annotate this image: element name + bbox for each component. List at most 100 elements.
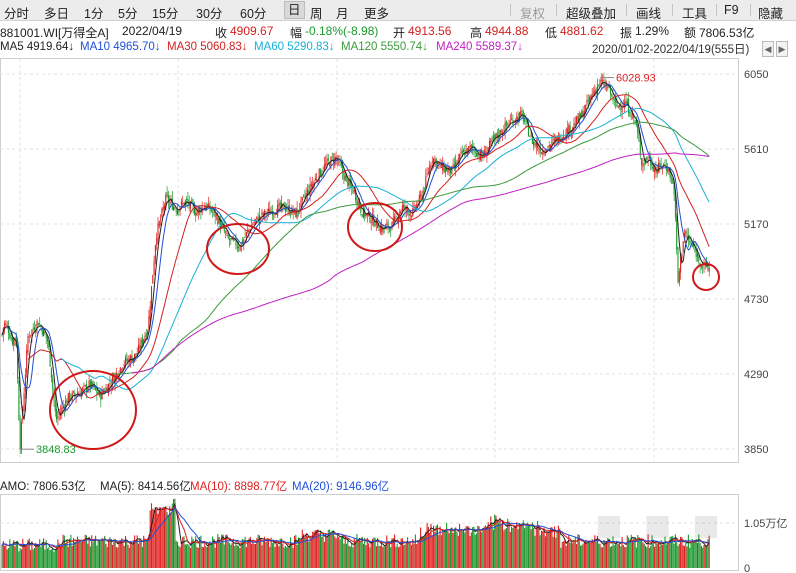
scroll-right-button[interactable]: ▶ [776, 41, 788, 57]
ma5-line [1, 81, 710, 421]
volume-bar [62, 534, 64, 568]
volume-bar [475, 533, 478, 568]
volume-bar [394, 534, 396, 568]
toolbar-right-0[interactable]: 复权 [520, 7, 546, 21]
price-chart[interactable]: 3850 4290 4730 5170 5610 6050 6028.93 3848.83 [0, 58, 796, 464]
candle-body [673, 181, 675, 195]
period-tab-2[interactable]: 1分 [84, 7, 104, 21]
volume-bar [332, 531, 335, 568]
candle-body [329, 162, 331, 167]
volume-bar [412, 539, 414, 568]
period-tab-7[interactable]: 日 [284, 1, 305, 19]
volume-bar [473, 526, 475, 568]
candle-body [468, 146, 470, 153]
candle-body [637, 123, 639, 133]
candle-body [26, 350, 28, 374]
candle-body [325, 163, 327, 166]
volume-bar [383, 546, 385, 568]
candle-body [672, 178, 674, 184]
candle-body [187, 198, 189, 204]
volume-bar [89, 546, 91, 568]
volume-bar [54, 549, 56, 568]
candle-body [407, 207, 409, 211]
candle-body [180, 201, 182, 206]
candle-body [695, 248, 697, 258]
candle-body [97, 391, 99, 395]
volume-bar [309, 535, 311, 568]
ma60-line [60, 107, 710, 390]
volume-bar [252, 540, 254, 568]
volume-bar [52, 548, 54, 568]
candle-body [119, 367, 121, 373]
candle-body [310, 183, 312, 187]
volume-bar [687, 534, 689, 568]
period-tab-1[interactable]: 多日 [44, 7, 70, 21]
volume-bar [605, 541, 608, 568]
candle-body [14, 338, 16, 340]
volume-bar [420, 527, 422, 568]
volume-bar [490, 516, 492, 568]
toolbar-right-1[interactable]: 超级叠加 [566, 7, 617, 21]
volume-bar [313, 531, 315, 568]
volume-bar [366, 537, 368, 568]
volume-bar [178, 545, 180, 568]
volume-bar [305, 533, 307, 568]
candle-body [533, 141, 535, 146]
volume-bar [572, 543, 574, 568]
volume-bar [251, 543, 253, 568]
candle-body [82, 388, 84, 392]
candle-body [136, 353, 138, 355]
toolbar-right-4[interactable]: F9 [724, 3, 739, 17]
candle-body [579, 113, 582, 118]
toolbar-right-2[interactable]: 画线 [636, 7, 662, 21]
volume-bar [88, 536, 90, 568]
highlight-circle-0 [49, 370, 137, 450]
candle-body [45, 334, 47, 339]
period-tab-8[interactable]: 周 [310, 7, 323, 21]
period-tab-0[interactable]: 分时 [4, 7, 30, 21]
volume-bar [114, 538, 116, 568]
period-tab-10[interactable]: 更多 [364, 7, 390, 21]
volume-bar [665, 544, 667, 568]
candle-body [582, 110, 584, 118]
volume-bar [245, 547, 247, 568]
volume-bar [297, 537, 299, 568]
y-tick-label: 6050 [744, 69, 768, 81]
period-tab-4[interactable]: 15分 [152, 7, 179, 21]
volume-bar [124, 535, 127, 568]
volume-chart[interactable]: 1.05万亿 0 [0, 494, 796, 573]
period-tab-3[interactable]: 5分 [118, 7, 138, 21]
volume-bar [608, 539, 610, 568]
volume-bar [464, 532, 466, 568]
candle-body [492, 136, 494, 139]
candle-body [225, 231, 227, 233]
volume-bar [329, 529, 331, 568]
volume-bar [503, 530, 505, 568]
candle-body [274, 213, 276, 215]
volume-bar [470, 532, 472, 568]
volume-bar [306, 537, 309, 568]
volume-bar [222, 534, 224, 568]
candle-body [365, 213, 367, 216]
plot-frame [0, 58, 739, 463]
volume-bar [154, 507, 156, 568]
candle-body [241, 240, 244, 244]
candle-body [158, 221, 160, 227]
period-tab-9[interactable]: 月 [336, 7, 349, 21]
candle-body [494, 134, 496, 138]
toolbar-right-5[interactable]: 隐藏 [758, 7, 784, 21]
toolbar-right-3[interactable]: 工具 [682, 7, 708, 21]
period-tab-5[interactable]: 30分 [196, 7, 223, 21]
volume-bar [262, 540, 264, 568]
scroll-left-button[interactable]: ◀ [762, 41, 774, 57]
candle-body [175, 210, 177, 213]
volume-bar [295, 534, 297, 568]
candle-body [236, 246, 238, 249]
volume-bar [277, 544, 279, 568]
volume-bar [539, 535, 541, 568]
candle-body [352, 186, 354, 194]
period-tab-6[interactable]: 60分 [240, 7, 267, 21]
volume-bar [696, 542, 699, 568]
volume-bar [548, 531, 550, 568]
volume-bar [319, 530, 322, 568]
